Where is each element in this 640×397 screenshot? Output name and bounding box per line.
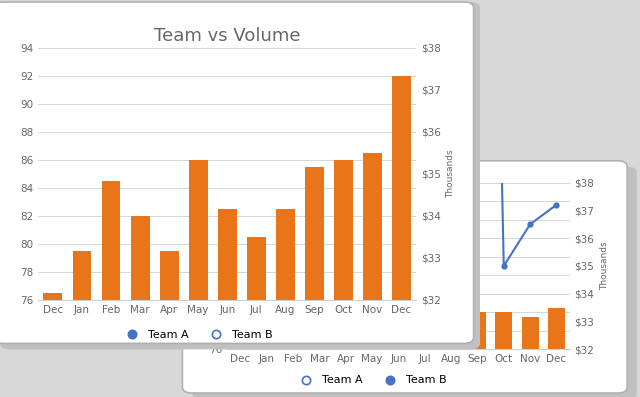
Bar bbox=[218, 209, 237, 397]
Bar bbox=[247, 237, 266, 397]
Bar bbox=[276, 209, 295, 397]
Bar bbox=[159, 251, 179, 397]
Bar bbox=[522, 317, 539, 397]
Bar bbox=[390, 312, 407, 397]
Bar bbox=[44, 293, 62, 397]
Legend: Team A, Team B: Team A, Team B bbox=[291, 371, 451, 390]
Bar bbox=[469, 312, 486, 397]
Title: Team vs Volume: Team vs Volume bbox=[154, 27, 300, 45]
Legend: Team A, Team B: Team A, Team B bbox=[117, 326, 277, 345]
Bar bbox=[311, 312, 328, 397]
Bar bbox=[363, 153, 382, 397]
Bar bbox=[334, 160, 353, 397]
Bar bbox=[232, 345, 249, 397]
Bar bbox=[131, 216, 150, 397]
Bar bbox=[416, 312, 433, 397]
Bar bbox=[258, 312, 275, 397]
Bar bbox=[102, 181, 120, 397]
Bar bbox=[285, 312, 301, 397]
Bar bbox=[364, 312, 381, 397]
Bar bbox=[442, 312, 460, 397]
Bar bbox=[305, 167, 324, 397]
Bar bbox=[189, 160, 207, 397]
Bar bbox=[72, 251, 92, 397]
Bar bbox=[495, 312, 512, 397]
Y-axis label: Thousands: Thousands bbox=[446, 149, 455, 198]
Y-axis label: Thousands: Thousands bbox=[600, 242, 609, 290]
Bar bbox=[337, 312, 355, 397]
Bar bbox=[392, 76, 411, 397]
Bar bbox=[548, 308, 565, 397]
